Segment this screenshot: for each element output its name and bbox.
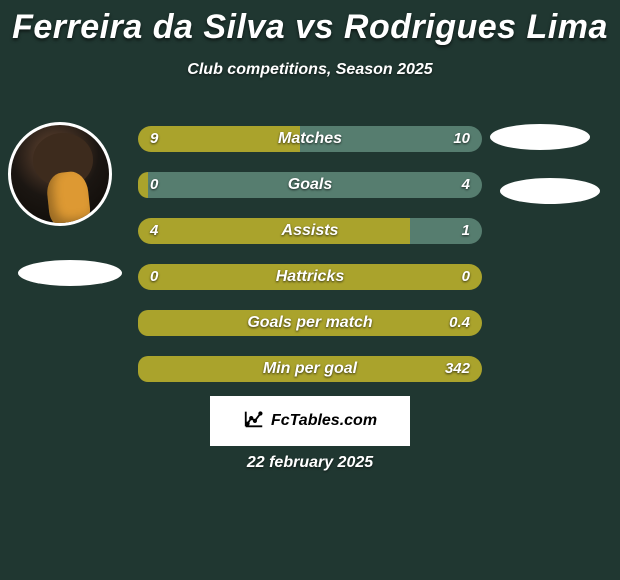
player-right-avatar-placeholder [490, 124, 590, 150]
player-left-avatar [8, 122, 112, 226]
stat-right-value: 0 [462, 264, 470, 290]
bar-right-fill [148, 310, 482, 336]
bar-right-fill [310, 264, 482, 290]
page-title: Ferreira da Silva vs Rodrigues Lima [0, 0, 620, 47]
bar-right-fill [148, 172, 482, 198]
bar-left-fill [138, 218, 410, 244]
bar-left-fill [138, 356, 148, 382]
bar-left-fill [138, 264, 310, 290]
stat-row: 910Matches [138, 126, 482, 152]
stat-row: 41Assists [138, 218, 482, 244]
player-left-name-placeholder [18, 260, 122, 286]
bar-left-fill [138, 126, 300, 152]
bar-left-fill [138, 172, 148, 198]
stat-row: 342Min per goal [138, 356, 482, 382]
chart-icon [243, 408, 265, 435]
bar-right-fill [148, 356, 482, 382]
stat-row: 00Hattricks [138, 264, 482, 290]
stat-right-value: 10 [453, 126, 470, 152]
stats-bars: 910Matches04Goals41Assists00Hattricks0.4… [138, 126, 482, 402]
bar-right-fill [410, 218, 482, 244]
stat-left-value: 4 [150, 218, 158, 244]
player-right-name-placeholder [500, 178, 600, 204]
stat-right-value: 0.4 [449, 310, 470, 336]
stat-right-value: 1 [462, 218, 470, 244]
stat-left-value: 9 [150, 126, 158, 152]
stat-right-value: 4 [462, 172, 470, 198]
attribution-badge: FcTables.com [210, 396, 410, 446]
stat-left-value: 0 [150, 264, 158, 290]
stat-row: 04Goals [138, 172, 482, 198]
stat-right-value: 342 [445, 356, 470, 382]
stat-left-value: 0 [150, 172, 158, 198]
attribution-text: FcTables.com [271, 412, 377, 430]
datestamp: 22 february 2025 [0, 454, 620, 472]
bar-left-fill [138, 310, 148, 336]
stat-row: 0.4Goals per match [138, 310, 482, 336]
subtitle: Club competitions, Season 2025 [0, 61, 620, 79]
